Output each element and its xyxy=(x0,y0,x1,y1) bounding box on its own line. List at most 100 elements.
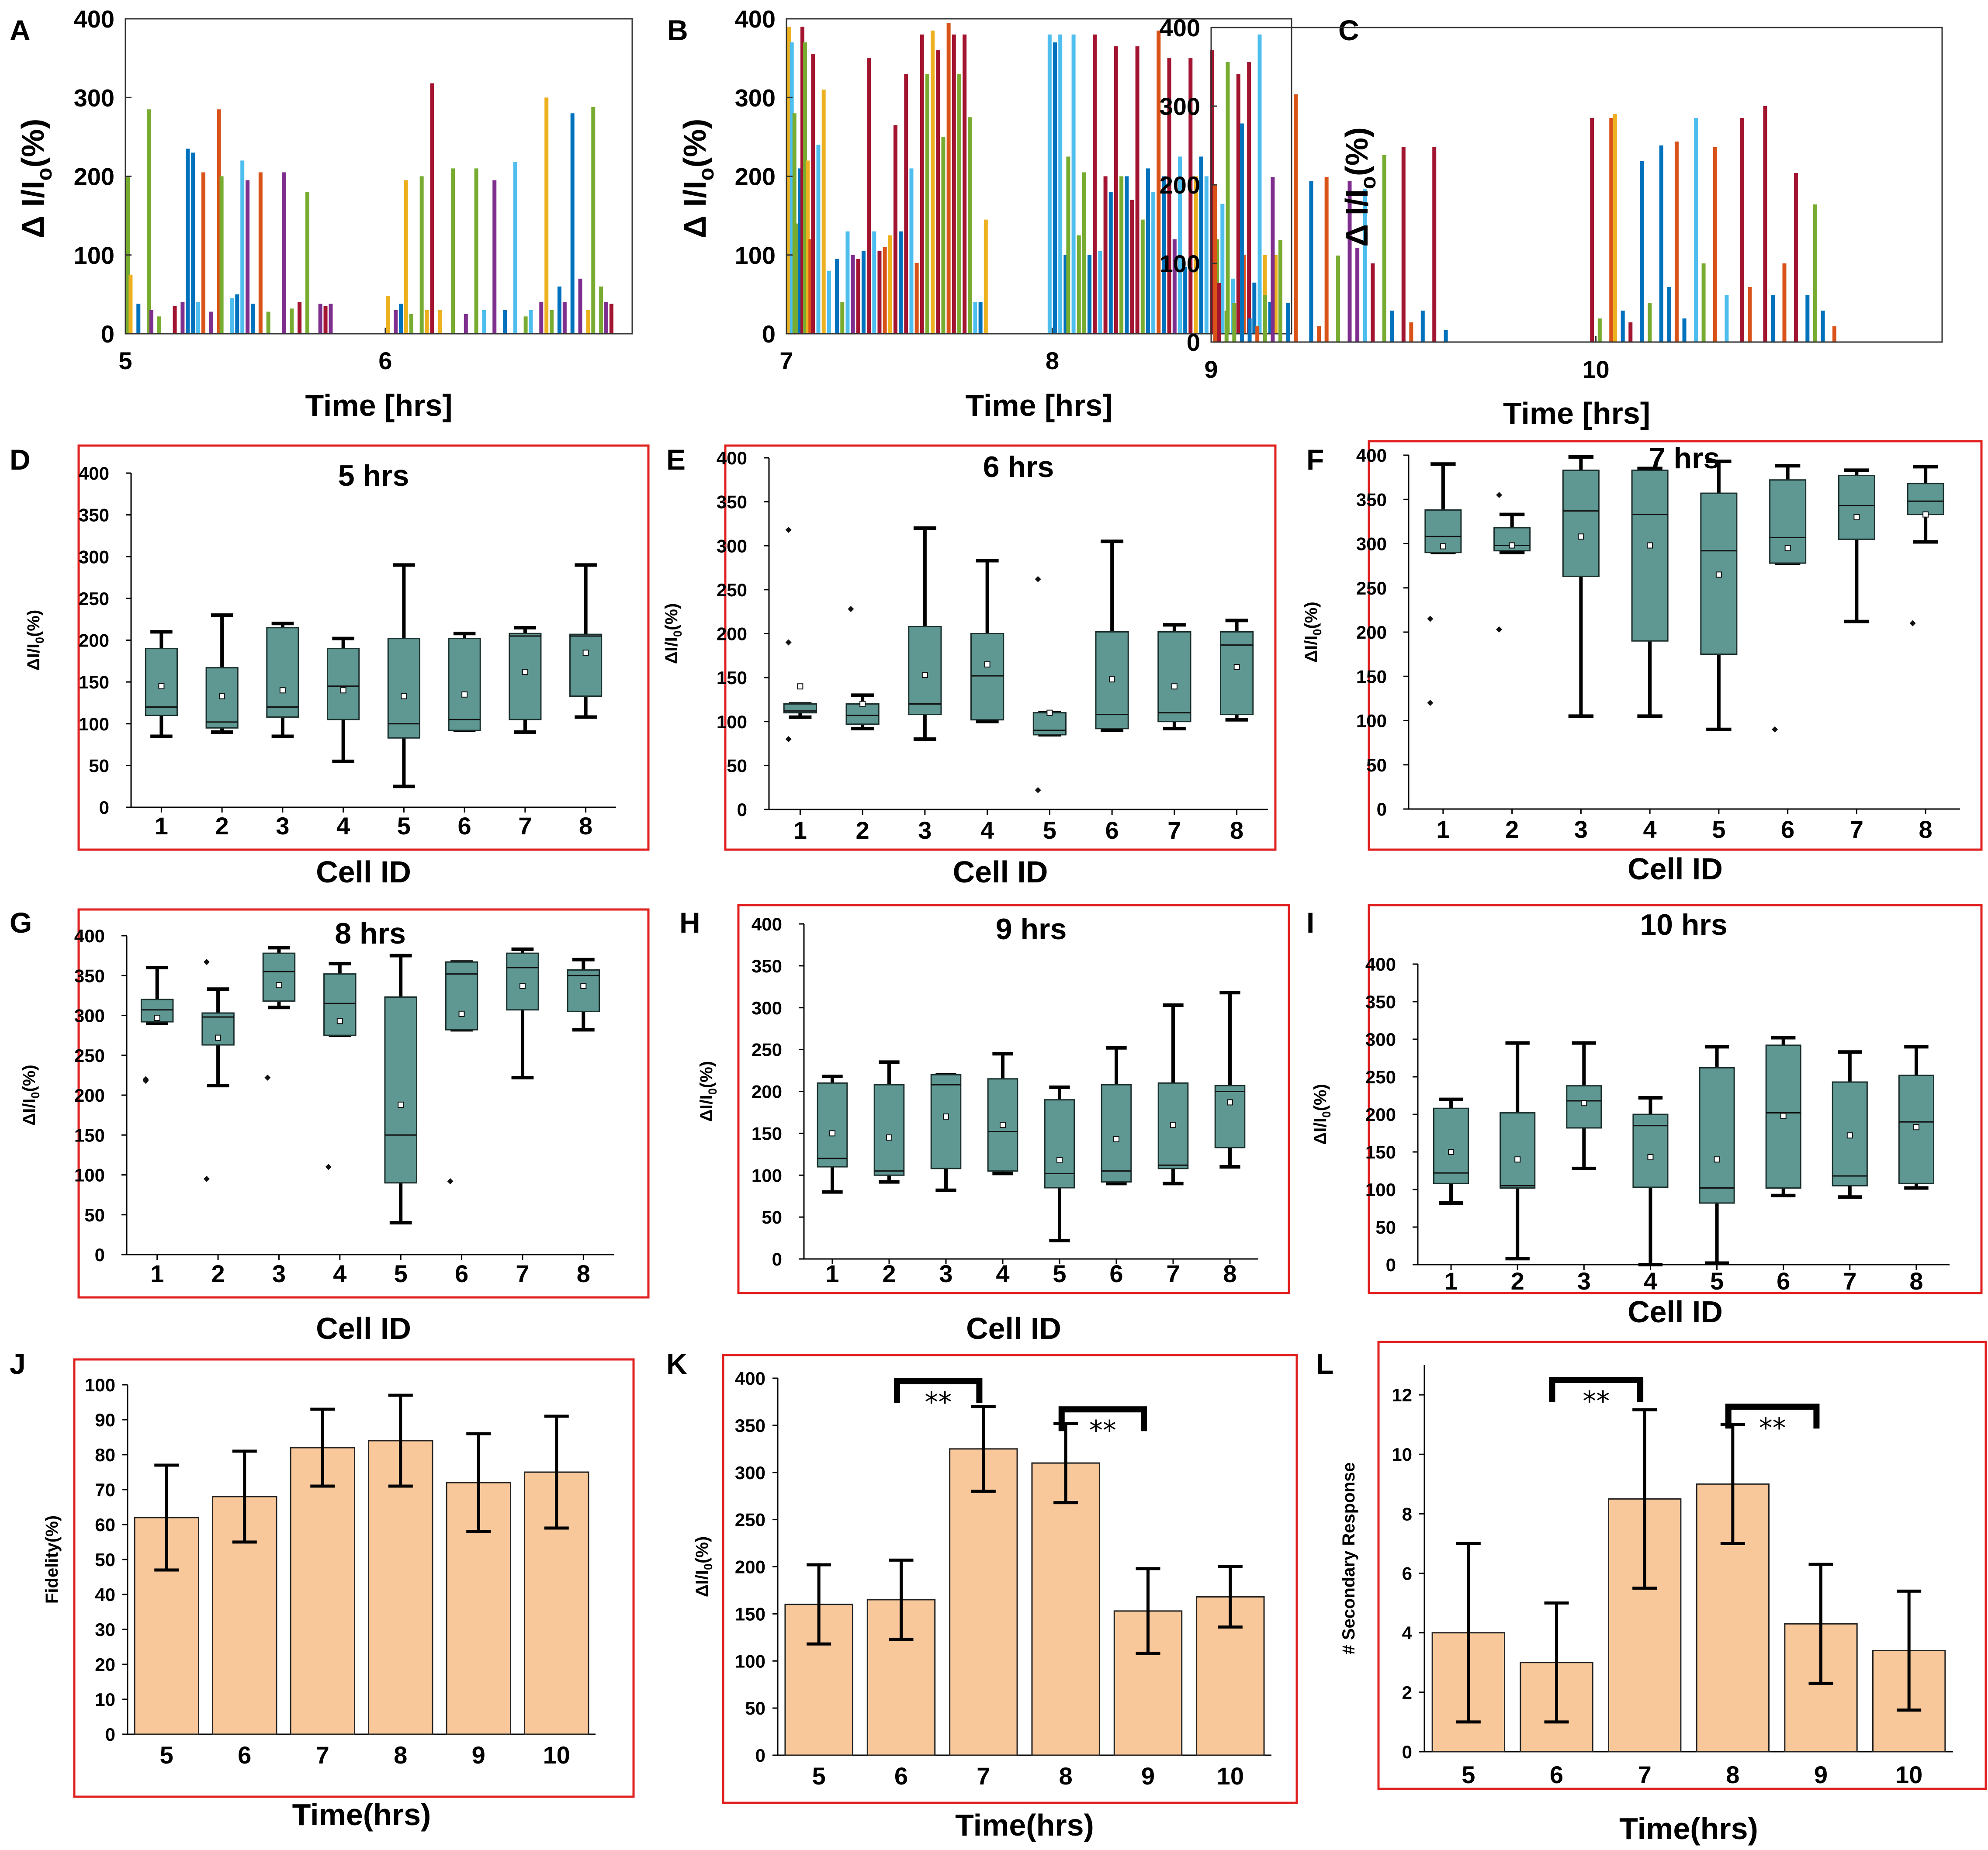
y-axis-title: # Secondary Response xyxy=(1339,1462,1358,1654)
outlier-point xyxy=(1035,787,1041,793)
spike-bar xyxy=(1273,255,1278,334)
y-tick-label: 12 xyxy=(1392,1385,1412,1405)
y-tick-label: 400 xyxy=(74,926,105,946)
x-axis-title: Cell ID xyxy=(1628,852,1723,886)
x-tick-label: 7 xyxy=(1843,1267,1856,1295)
spike-bar xyxy=(787,27,791,334)
spike-bar xyxy=(968,117,972,334)
spike-bar xyxy=(1278,240,1282,342)
y-tick-label: 300 xyxy=(74,1006,105,1026)
spike-bar xyxy=(1763,106,1767,342)
spike-bar xyxy=(438,310,442,334)
y-tick-label: 50 xyxy=(762,1207,782,1228)
spike-bar xyxy=(250,304,255,334)
y-tick-label: 400 xyxy=(74,5,114,33)
y-tick-label: 400 xyxy=(1160,14,1200,41)
spike-bar xyxy=(1420,311,1425,342)
spike-bar xyxy=(399,304,403,334)
spike-bar xyxy=(219,176,224,334)
outlier-point xyxy=(447,1178,454,1185)
spike-bar xyxy=(1172,239,1177,334)
spike-bar xyxy=(394,310,398,334)
x-axis-title: Cell ID xyxy=(953,855,1048,889)
panel-frame xyxy=(724,444,1277,851)
spike-bar xyxy=(1294,94,1298,342)
y-axis-title: ΔI/I0(%) xyxy=(20,1065,42,1125)
spike-bar xyxy=(1226,62,1230,334)
spike-bar xyxy=(1628,322,1633,342)
y-tick-label: 400 xyxy=(735,1368,765,1389)
x-axis-title: Cell ID xyxy=(316,855,411,889)
y-tick-label: 100 xyxy=(717,712,747,732)
spike-bar xyxy=(1271,177,1275,342)
x-tick-label: 8 xyxy=(1909,1267,1923,1295)
spike-bar xyxy=(1771,295,1775,342)
mean-marker xyxy=(1227,1099,1233,1106)
spike-bar xyxy=(1146,168,1150,334)
spike-bar xyxy=(835,259,839,334)
spike-bar xyxy=(1659,145,1663,342)
spike-bar xyxy=(1140,219,1145,334)
outlier-point xyxy=(1909,620,1916,626)
spike-bar xyxy=(539,302,544,334)
spike-bar xyxy=(128,274,133,334)
spike-bar xyxy=(925,74,929,334)
x-tick-label: 5 xyxy=(812,1762,826,1790)
y-tick-label: 150 xyxy=(1365,1142,1396,1162)
spike-bar xyxy=(920,35,924,334)
y-tick-label: 100 xyxy=(735,1651,765,1671)
mean-marker xyxy=(1113,1136,1119,1142)
box-iqr xyxy=(567,969,600,1012)
mean-marker xyxy=(984,661,991,667)
box-iqr xyxy=(1220,631,1254,716)
outlier-point xyxy=(264,1074,271,1081)
spike-bar xyxy=(1832,326,1836,342)
y-tick-label: 200 xyxy=(74,1085,105,1106)
x-tick-label: 2 xyxy=(1511,1267,1524,1295)
spike-bar xyxy=(984,219,988,334)
spike-bar xyxy=(816,145,821,334)
spike-bar xyxy=(867,58,871,334)
spike-bar xyxy=(305,192,309,334)
spike-bar xyxy=(209,311,213,334)
y-tick-label: 0 xyxy=(105,1724,115,1745)
x-tick-label: 5 xyxy=(1043,816,1056,844)
x-tick-label: 6 xyxy=(1781,816,1794,843)
x-tick-label: 2 xyxy=(856,816,869,844)
spike-bar xyxy=(808,239,813,334)
x-axis-title: Cell ID xyxy=(1628,1295,1723,1329)
spike-bar xyxy=(1247,318,1252,342)
spike-bar xyxy=(425,310,429,334)
spike-bar xyxy=(409,314,413,334)
spike-bar xyxy=(1188,58,1193,334)
x-tick-label: 4 xyxy=(996,1260,1009,1287)
spike-bar xyxy=(386,296,390,334)
spike-bar xyxy=(266,311,270,334)
spike-bar xyxy=(329,304,333,334)
spike-bar xyxy=(1167,58,1171,334)
panel-letter: B xyxy=(667,14,688,46)
spike-bar xyxy=(1093,35,1097,334)
spike-bar xyxy=(914,263,919,334)
spike-bar xyxy=(550,310,554,334)
spike-bar xyxy=(1371,263,1375,342)
mean-marker xyxy=(1922,511,1929,518)
x-tick-label: 8 xyxy=(1726,1761,1739,1788)
y-tick-label: 0 xyxy=(1386,1255,1396,1275)
spike-bar xyxy=(180,302,185,334)
x-tick-label: 7 xyxy=(1166,1260,1180,1287)
mean-marker xyxy=(398,1101,404,1108)
y-tick-label: 50 xyxy=(89,755,109,776)
y-tick-label: 6 xyxy=(1402,1563,1412,1584)
box-iqr xyxy=(509,633,542,720)
y-tick-label: 250 xyxy=(752,1040,782,1060)
y-tick-label: 250 xyxy=(74,1045,105,1066)
spike-bar xyxy=(1257,35,1262,334)
spike-bar xyxy=(246,180,250,334)
spike-bar xyxy=(1103,176,1108,334)
y-tick-label: 200 xyxy=(1356,622,1387,643)
x-axis-title: Time [hrs] xyxy=(965,388,1112,422)
y-tick-label: 300 xyxy=(735,84,776,111)
spike-bar xyxy=(513,162,517,334)
spike-bar xyxy=(1119,176,1124,334)
